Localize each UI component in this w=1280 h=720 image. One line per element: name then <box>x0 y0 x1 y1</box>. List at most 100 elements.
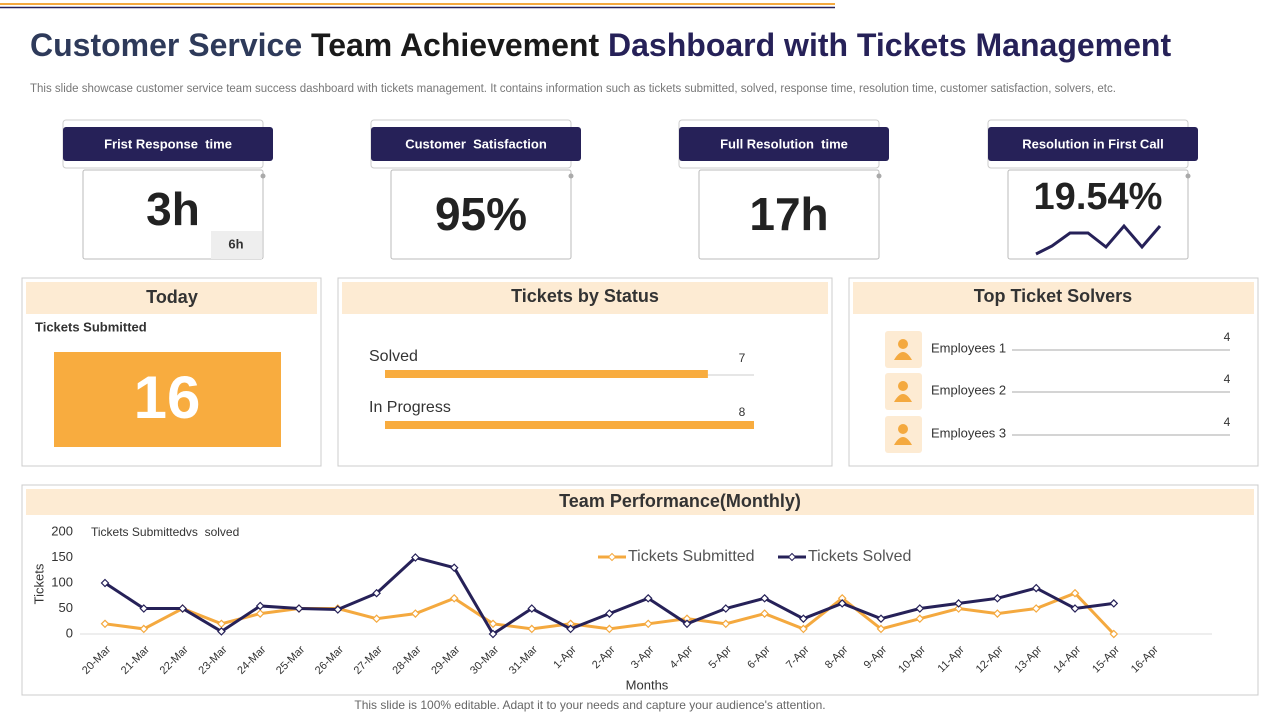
marker <box>915 604 925 613</box>
avatar-bg <box>885 373 922 410</box>
marker <box>1109 629 1119 639</box>
y-tick-label: 150 <box>51 549 73 564</box>
marker <box>488 629 498 639</box>
marker <box>100 619 110 629</box>
panel <box>21 484 1259 696</box>
marker <box>449 563 459 573</box>
avatar-body <box>894 394 912 402</box>
avatar-body <box>894 352 912 360</box>
today-label: Tickets Submitted <box>35 319 147 334</box>
kpi-label: Frist Response time <box>104 136 232 151</box>
marker <box>294 604 304 613</box>
panel-title: Today <box>146 287 198 307</box>
marker <box>449 593 459 603</box>
value-label: 4 <box>1224 415 1231 429</box>
solver-name: Employees 3 <box>931 425 1006 440</box>
marker <box>915 614 925 624</box>
legend-marker <box>787 552 797 562</box>
marker <box>954 604 963 613</box>
marker <box>954 599 963 608</box>
marker <box>682 619 692 629</box>
sparkline <box>1035 223 1162 256</box>
marker <box>799 614 808 624</box>
kpi-value: 3h <box>146 183 200 235</box>
marker <box>837 599 847 608</box>
marker <box>605 609 614 618</box>
legend-label: Tickets Solved <box>808 548 911 565</box>
kpi-label: Resolution in First Call <box>1022 136 1164 151</box>
avatar-head <box>898 381 908 391</box>
y-tick-label: 0 <box>66 625 73 640</box>
kpi-sub: 6h <box>228 236 243 251</box>
panel-title: Tickets by Status <box>511 286 659 306</box>
marker <box>217 627 226 636</box>
description: This slide showcase customer service tea… <box>30 83 1116 95</box>
chart-subtitle: Tickets Submittedvs solved <box>91 525 239 539</box>
kpi-box <box>390 169 572 260</box>
value-label: 8 <box>739 405 746 419</box>
kpi-box <box>698 169 880 260</box>
marker <box>876 614 886 624</box>
dot <box>260 173 266 179</box>
title-part: Team Achievement <box>311 27 599 63</box>
kpi-header <box>679 127 889 161</box>
title-part: Dashboard with Tickets Management <box>608 27 1171 63</box>
kpi-header <box>371 127 581 161</box>
marker <box>255 609 265 618</box>
marker <box>333 605 343 614</box>
value-label: 4 <box>1224 372 1231 386</box>
panel-header <box>26 282 317 314</box>
marker <box>566 624 575 634</box>
marker <box>760 609 769 618</box>
kpi-box <box>1007 169 1189 260</box>
avatar-bg <box>885 331 922 368</box>
kpi-value: 95% <box>435 188 527 240</box>
marker <box>1070 588 1080 598</box>
x-axis-title: Months <box>626 677 669 692</box>
bar <box>385 421 754 429</box>
kpi-header <box>988 127 1198 161</box>
marker <box>178 604 187 613</box>
avatar-head <box>898 339 908 349</box>
marker <box>993 609 1002 618</box>
marker <box>876 624 886 634</box>
marker <box>139 604 149 613</box>
marker <box>721 619 731 629</box>
marker <box>488 619 498 629</box>
marker <box>139 624 149 634</box>
kpi-value: 19.54% <box>1034 176 1163 218</box>
status-label: In Progress <box>369 399 451 416</box>
panel-title: Top Ticket Solvers <box>974 286 1132 306</box>
y-tick-label: 200 <box>51 523 73 538</box>
y-axis-title: Tickets <box>31 563 46 604</box>
marker <box>411 553 420 562</box>
marker <box>100 578 110 588</box>
bar <box>385 370 708 378</box>
marker <box>721 604 731 613</box>
marker <box>1070 604 1080 613</box>
today-box <box>54 352 281 447</box>
kpi-value: 17h <box>749 188 828 240</box>
marker <box>527 604 537 613</box>
y-tick-label: 50 <box>59 600 73 615</box>
dot <box>1185 173 1191 179</box>
marker <box>799 624 808 634</box>
value-label: 4 <box>1224 330 1231 344</box>
solver-name: Employees 1 <box>931 340 1006 355</box>
marker <box>255 601 265 611</box>
avatar-body <box>894 437 912 445</box>
solver-name: Employees 2 <box>931 382 1006 397</box>
avatar-head <box>898 424 908 434</box>
marker <box>605 624 614 634</box>
avatar-bg <box>885 416 922 453</box>
kpi-sub-box <box>211 231 262 259</box>
kpi-header <box>63 127 273 161</box>
marker <box>1031 583 1041 593</box>
legend-marker <box>607 552 617 562</box>
marker <box>411 609 420 618</box>
legend-label: Tickets Submitted <box>628 548 755 565</box>
panel-header <box>342 282 828 314</box>
marker <box>1031 604 1041 613</box>
marker <box>1109 599 1119 608</box>
